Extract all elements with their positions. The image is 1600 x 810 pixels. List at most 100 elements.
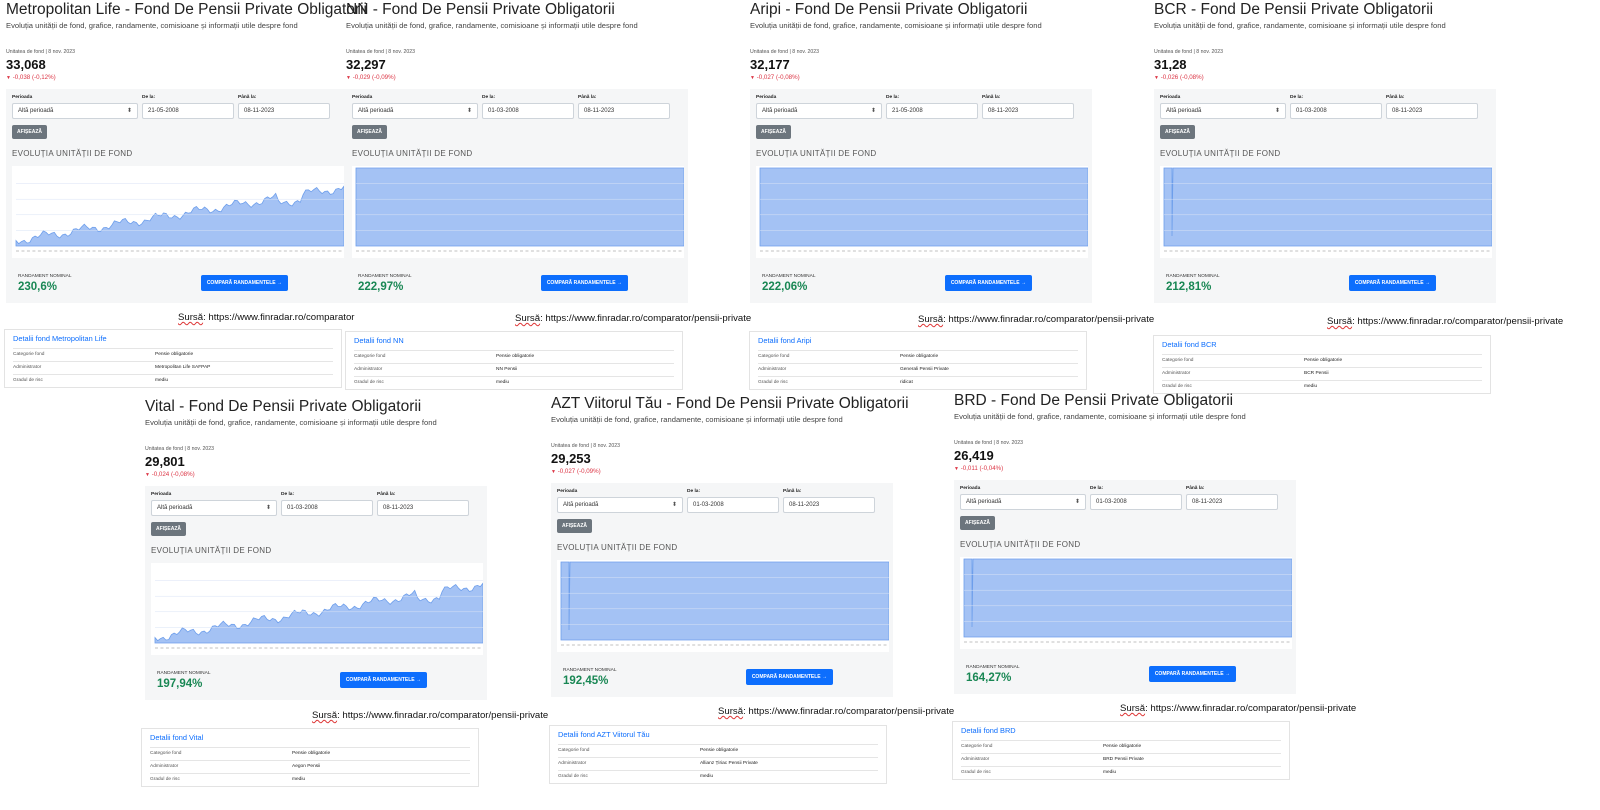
details-row-risk: Gradul de risc mediu <box>354 376 674 389</box>
details-key: Gradul de risc <box>150 777 180 782</box>
from-date-input[interactable]: 21-05-2008 <box>142 103 234 119</box>
from-col: De la: 01-03-2008 <box>482 95 574 119</box>
down-triangle-icon: ▼ <box>551 469 556 475</box>
from-date-input[interactable]: 01-03-2008 <box>687 497 779 513</box>
details-row-category: Categorie fond Pensie obligatorie <box>558 744 878 757</box>
performance-value: 212,81% <box>1166 281 1212 293</box>
period-label: Perioada <box>557 489 578 494</box>
period-select[interactable]: Altă perioadă ⬍ <box>151 500 277 516</box>
source-link[interactable]: Sursă: https://www.finradar.ro/comparato… <box>718 706 954 717</box>
period-label: Perioada <box>756 95 777 100</box>
source-link[interactable]: Sursă: https://www.finradar.ro/comparato… <box>1327 316 1563 327</box>
details-title[interactable]: Detalii fond Aripi <box>758 336 812 345</box>
compare-button[interactable]: COMPARĂ RANDAMENTELE → <box>944 275 1032 291</box>
details-title[interactable]: Detalii fond BCR <box>1162 340 1217 349</box>
performance-value: 192,45% <box>563 675 609 687</box>
to-date-input[interactable]: 08-11-2023 <box>578 103 670 119</box>
compare-button[interactable]: COMPARĂ RANDAMENTELE → <box>339 672 427 688</box>
period-label: Perioada <box>1160 95 1181 100</box>
show-button[interactable]: AFIȘEAZĂ <box>151 522 186 536</box>
period-select[interactable]: Altă perioadă ⬍ <box>756 103 882 119</box>
fund-card: Perioada Altă perioadă ⬍ De la: 01-03-200… <box>551 483 893 697</box>
source-link[interactable]: Sursă: https://www.finradar.ro/comparato… <box>178 312 355 323</box>
from-date-input[interactable]: 01-03-2008 <box>1290 103 1382 119</box>
details-title[interactable]: Detalii fond AZT Viitorul Tău <box>558 730 650 739</box>
show-button[interactable]: AFIȘEAZĂ <box>557 519 592 533</box>
period-select[interactable]: Altă perioadă ⬍ <box>960 494 1086 510</box>
unit-change: ▼ -0,011 (-0,04%) <box>954 465 1346 472</box>
fund-title: Aripi - Fond De Pensii Private Obligator… <box>750 1 1028 18</box>
fund-subtitle: Evoluția unității de fond, grafice, rand… <box>1154 21 1446 30</box>
period-select[interactable]: Altă perioadă ⬍ <box>12 103 138 119</box>
fund-card: Perioada Altă perioadă ⬍ De la: 01-03-200… <box>954 480 1296 694</box>
details-key: Gradul de risc <box>558 774 588 779</box>
chart-area <box>963 558 1292 638</box>
fund-card: Perioada Altă perioadă ⬍ De la: 01-03-200… <box>145 486 487 700</box>
details-value: mediu <box>1304 384 1318 389</box>
details-row-category: Categorie fond Pensie obligatorie <box>150 747 470 760</box>
unit-change-text: -0,029 (-0,09%) <box>352 74 396 81</box>
compare-button[interactable]: COMPARĂ RANDAMENTELE → <box>540 275 628 291</box>
details-title[interactable]: Detalii fond Vital <box>150 733 204 742</box>
details-key: Categorie fond <box>758 354 790 359</box>
to-date-input[interactable]: 08-11-2023 <box>238 103 330 119</box>
source-link[interactable]: Sursă: https://www.finradar.ro/comparato… <box>918 314 1154 325</box>
chart-area <box>759 167 1088 247</box>
compare-button[interactable]: COMPARĂ RANDAMENTELE → <box>200 275 288 291</box>
show-button[interactable]: AFIȘEAZĂ <box>352 125 387 139</box>
details-row-admin: Administrator NN Pensii <box>354 363 674 376</box>
details-value: Pensie obligatorie <box>700 748 739 753</box>
to-date-input[interactable]: 08-11-2023 <box>1386 103 1478 119</box>
to-date-input[interactable]: 08-11-2023 <box>982 103 1074 119</box>
show-button[interactable]: AFIȘEAZĂ <box>12 125 47 139</box>
show-button[interactable]: AFIȘEAZĂ <box>1160 125 1195 139</box>
fund-panel: NN - Fond De Pensii Private Obligatorii … <box>346 1 738 401</box>
chart-title: EVOLUȚIA UNITĂȚII DE FOND <box>12 149 133 158</box>
period-select-value: Altă perioadă <box>358 108 394 114</box>
fund-card: Perioada Altă perioadă ⬍ De la: 21-05-200… <box>6 89 348 303</box>
to-date-input[interactable]: 08-11-2023 <box>1186 494 1278 510</box>
to-date-input[interactable]: 08-11-2023 <box>377 500 469 516</box>
period-label: Perioada <box>151 492 172 497</box>
unit-label: Unitatea de fond | 8 nov. 2023 <box>750 49 820 55</box>
fund-chart <box>151 563 483 655</box>
to-label: Până la: <box>1386 95 1405 100</box>
to-col: Până la: 08-11-2023 <box>783 489 875 513</box>
from-date-input[interactable]: 01-03-2008 <box>1090 494 1182 510</box>
details-title[interactable]: Detalii fond BRD <box>961 726 1016 735</box>
fund-chart <box>960 557 1292 649</box>
details-title[interactable]: Detalii fond NN <box>354 336 404 345</box>
compare-button[interactable]: COMPARĂ RANDAMENTELE → <box>1348 275 1436 291</box>
compare-button[interactable]: COMPARĂ RANDAMENTELE → <box>1148 666 1236 682</box>
source-link[interactable]: Sursă: https://www.finradar.ro/comparato… <box>312 710 548 721</box>
source-link[interactable]: Sursă: https://www.finradar.ro/comparato… <box>1120 703 1356 714</box>
source-link[interactable]: Sursă: https://www.finradar.ro/comparato… <box>515 313 751 324</box>
fund-subtitle: Evoluția unității de fond, grafice, rand… <box>145 418 437 427</box>
source-prefix: Sursă <box>918 314 944 325</box>
performance-row: RANDAMENT NOMINAL 222,97% COMPARĂ RANDAM… <box>352 274 682 297</box>
compare-button[interactable]: COMPARĂ RANDAMENTELE → <box>745 669 833 685</box>
down-triangle-icon: ▼ <box>1154 75 1159 81</box>
unit-change: ▼ -0,029 (-0,09%) <box>346 74 738 81</box>
performance-value: 230,6% <box>18 281 58 293</box>
period-select[interactable]: Altă perioadă ⬍ <box>557 497 683 513</box>
show-button[interactable]: AFIȘEAZĂ <box>756 125 791 139</box>
fund-details: Detalii fond Aripi Categorie fond Pensie o… <box>749 331 1087 390</box>
to-date-input[interactable]: 08-11-2023 <box>783 497 875 513</box>
from-col: De la: 01-03-2008 <box>281 492 373 516</box>
down-triangle-icon: ▼ <box>6 75 11 81</box>
from-date-input[interactable]: 01-03-2008 <box>482 103 574 119</box>
period-select[interactable]: Altă perioadă ⬍ <box>1160 103 1286 119</box>
unit-label: Unitatea de fond | 8 nov. 2023 <box>145 446 215 452</box>
period-select-value: Altă perioadă <box>157 505 193 511</box>
show-button[interactable]: AFIȘEAZĂ <box>960 516 995 530</box>
fund-chart <box>12 166 344 258</box>
details-title[interactable]: Detalii fond Metropolitan Life <box>13 334 107 343</box>
unit-value: 33,068 <box>6 57 46 72</box>
source-prefix: Sursă <box>718 706 744 717</box>
details-row-admin: Administrator BRD Pensii Private <box>961 753 1281 766</box>
period-select[interactable]: Altă perioadă ⬍ <box>352 103 478 119</box>
from-date-input[interactable]: 01-03-2008 <box>281 500 373 516</box>
details-row-risk: Gradul de risc mediu <box>961 766 1281 779</box>
from-date-input[interactable]: 21-05-2008 <box>886 103 978 119</box>
